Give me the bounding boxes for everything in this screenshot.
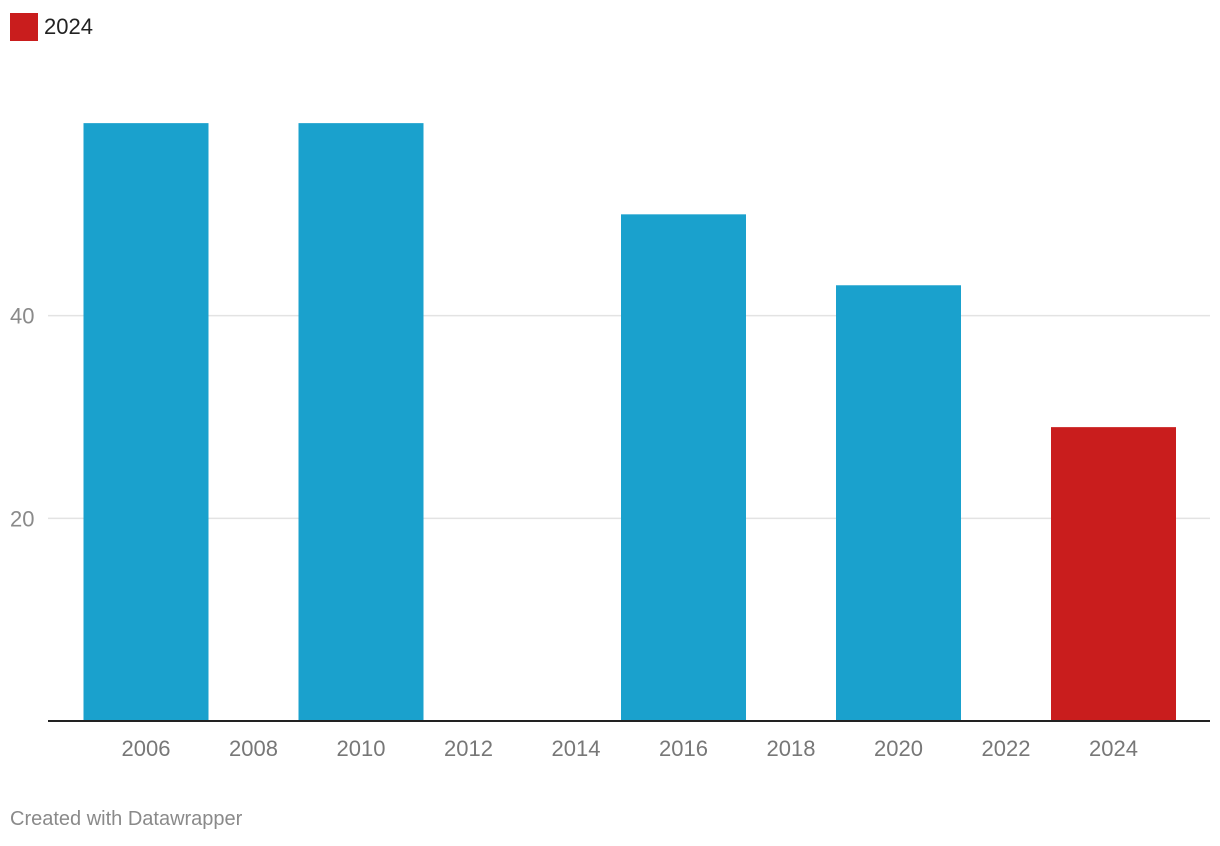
legend-swatch [10, 13, 38, 41]
legend-label: 2024 [44, 14, 93, 39]
y-tick-label: 40 [10, 304, 34, 329]
legend: 2024 [10, 12, 93, 42]
x-tick-label-2020: 2020 [874, 736, 923, 761]
bar-2024 [1051, 427, 1176, 721]
x-tick-labels: 2006 2008 2010 2012 2014 2016 2018 2020 2022 2024 [122, 736, 1138, 761]
x-tick-label-2010: 2010 [337, 736, 386, 761]
x-tick-label-2012: 2012 [444, 736, 493, 761]
bar-2006 [83, 123, 209, 722]
x-tick-label-2022: 2022 [982, 736, 1031, 761]
bar-2020 [836, 285, 961, 721]
y-tick-label: 20 [10, 506, 34, 531]
x-tick-label-2018: 2018 [767, 736, 816, 761]
bars [83, 123, 1176, 722]
x-tick-label-2006: 2006 [122, 736, 171, 761]
x-tick-label-2008: 2008 [229, 736, 278, 761]
credit-text: Created with Datawrapper [10, 808, 243, 830]
bar-2010 [298, 123, 424, 722]
x-tick-label-2014: 2014 [552, 736, 601, 761]
bar-2016 [621, 214, 746, 722]
x-tick-label-2016: 2016 [659, 736, 708, 761]
x-tick-label-2024: 2024 [1089, 736, 1138, 761]
